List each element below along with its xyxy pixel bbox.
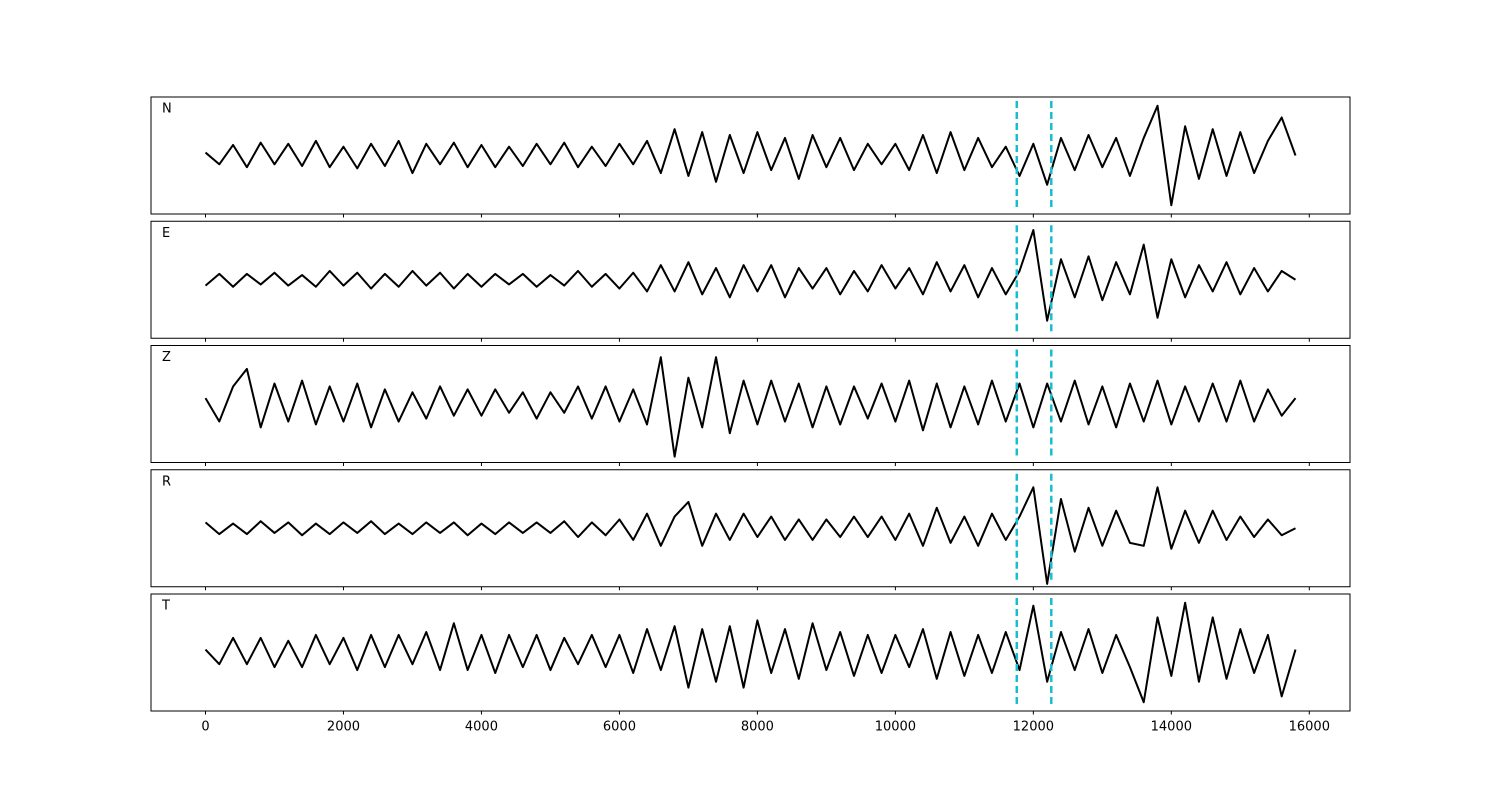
- x-tick-label: 6000: [603, 720, 636, 735]
- x-tick-label: 2000: [327, 720, 360, 735]
- panel-label: Z: [162, 350, 171, 365]
- panel-frame: [150, 469, 1351, 588]
- trace-line: [204, 104, 1297, 207]
- panel-label: R: [162, 474, 171, 489]
- x-tick-label: 12000: [1013, 720, 1054, 735]
- panel-label: N: [162, 102, 172, 117]
- x-tick-label: 16000: [1289, 720, 1330, 735]
- x-tick-label: 0: [201, 720, 209, 735]
- panel-label: T: [161, 599, 170, 614]
- x-tick-label: 8000: [741, 720, 774, 735]
- panel-label: E: [162, 226, 170, 241]
- x-tick-label: 14000: [1151, 720, 1192, 735]
- x-tick-label: 10000: [875, 720, 916, 735]
- trace-line: [204, 229, 1297, 322]
- x-tick-label: 4000: [465, 720, 498, 735]
- trace-line: [204, 486, 1296, 585]
- trace-line: [204, 356, 1297, 458]
- trace-line: [204, 601, 1297, 704]
